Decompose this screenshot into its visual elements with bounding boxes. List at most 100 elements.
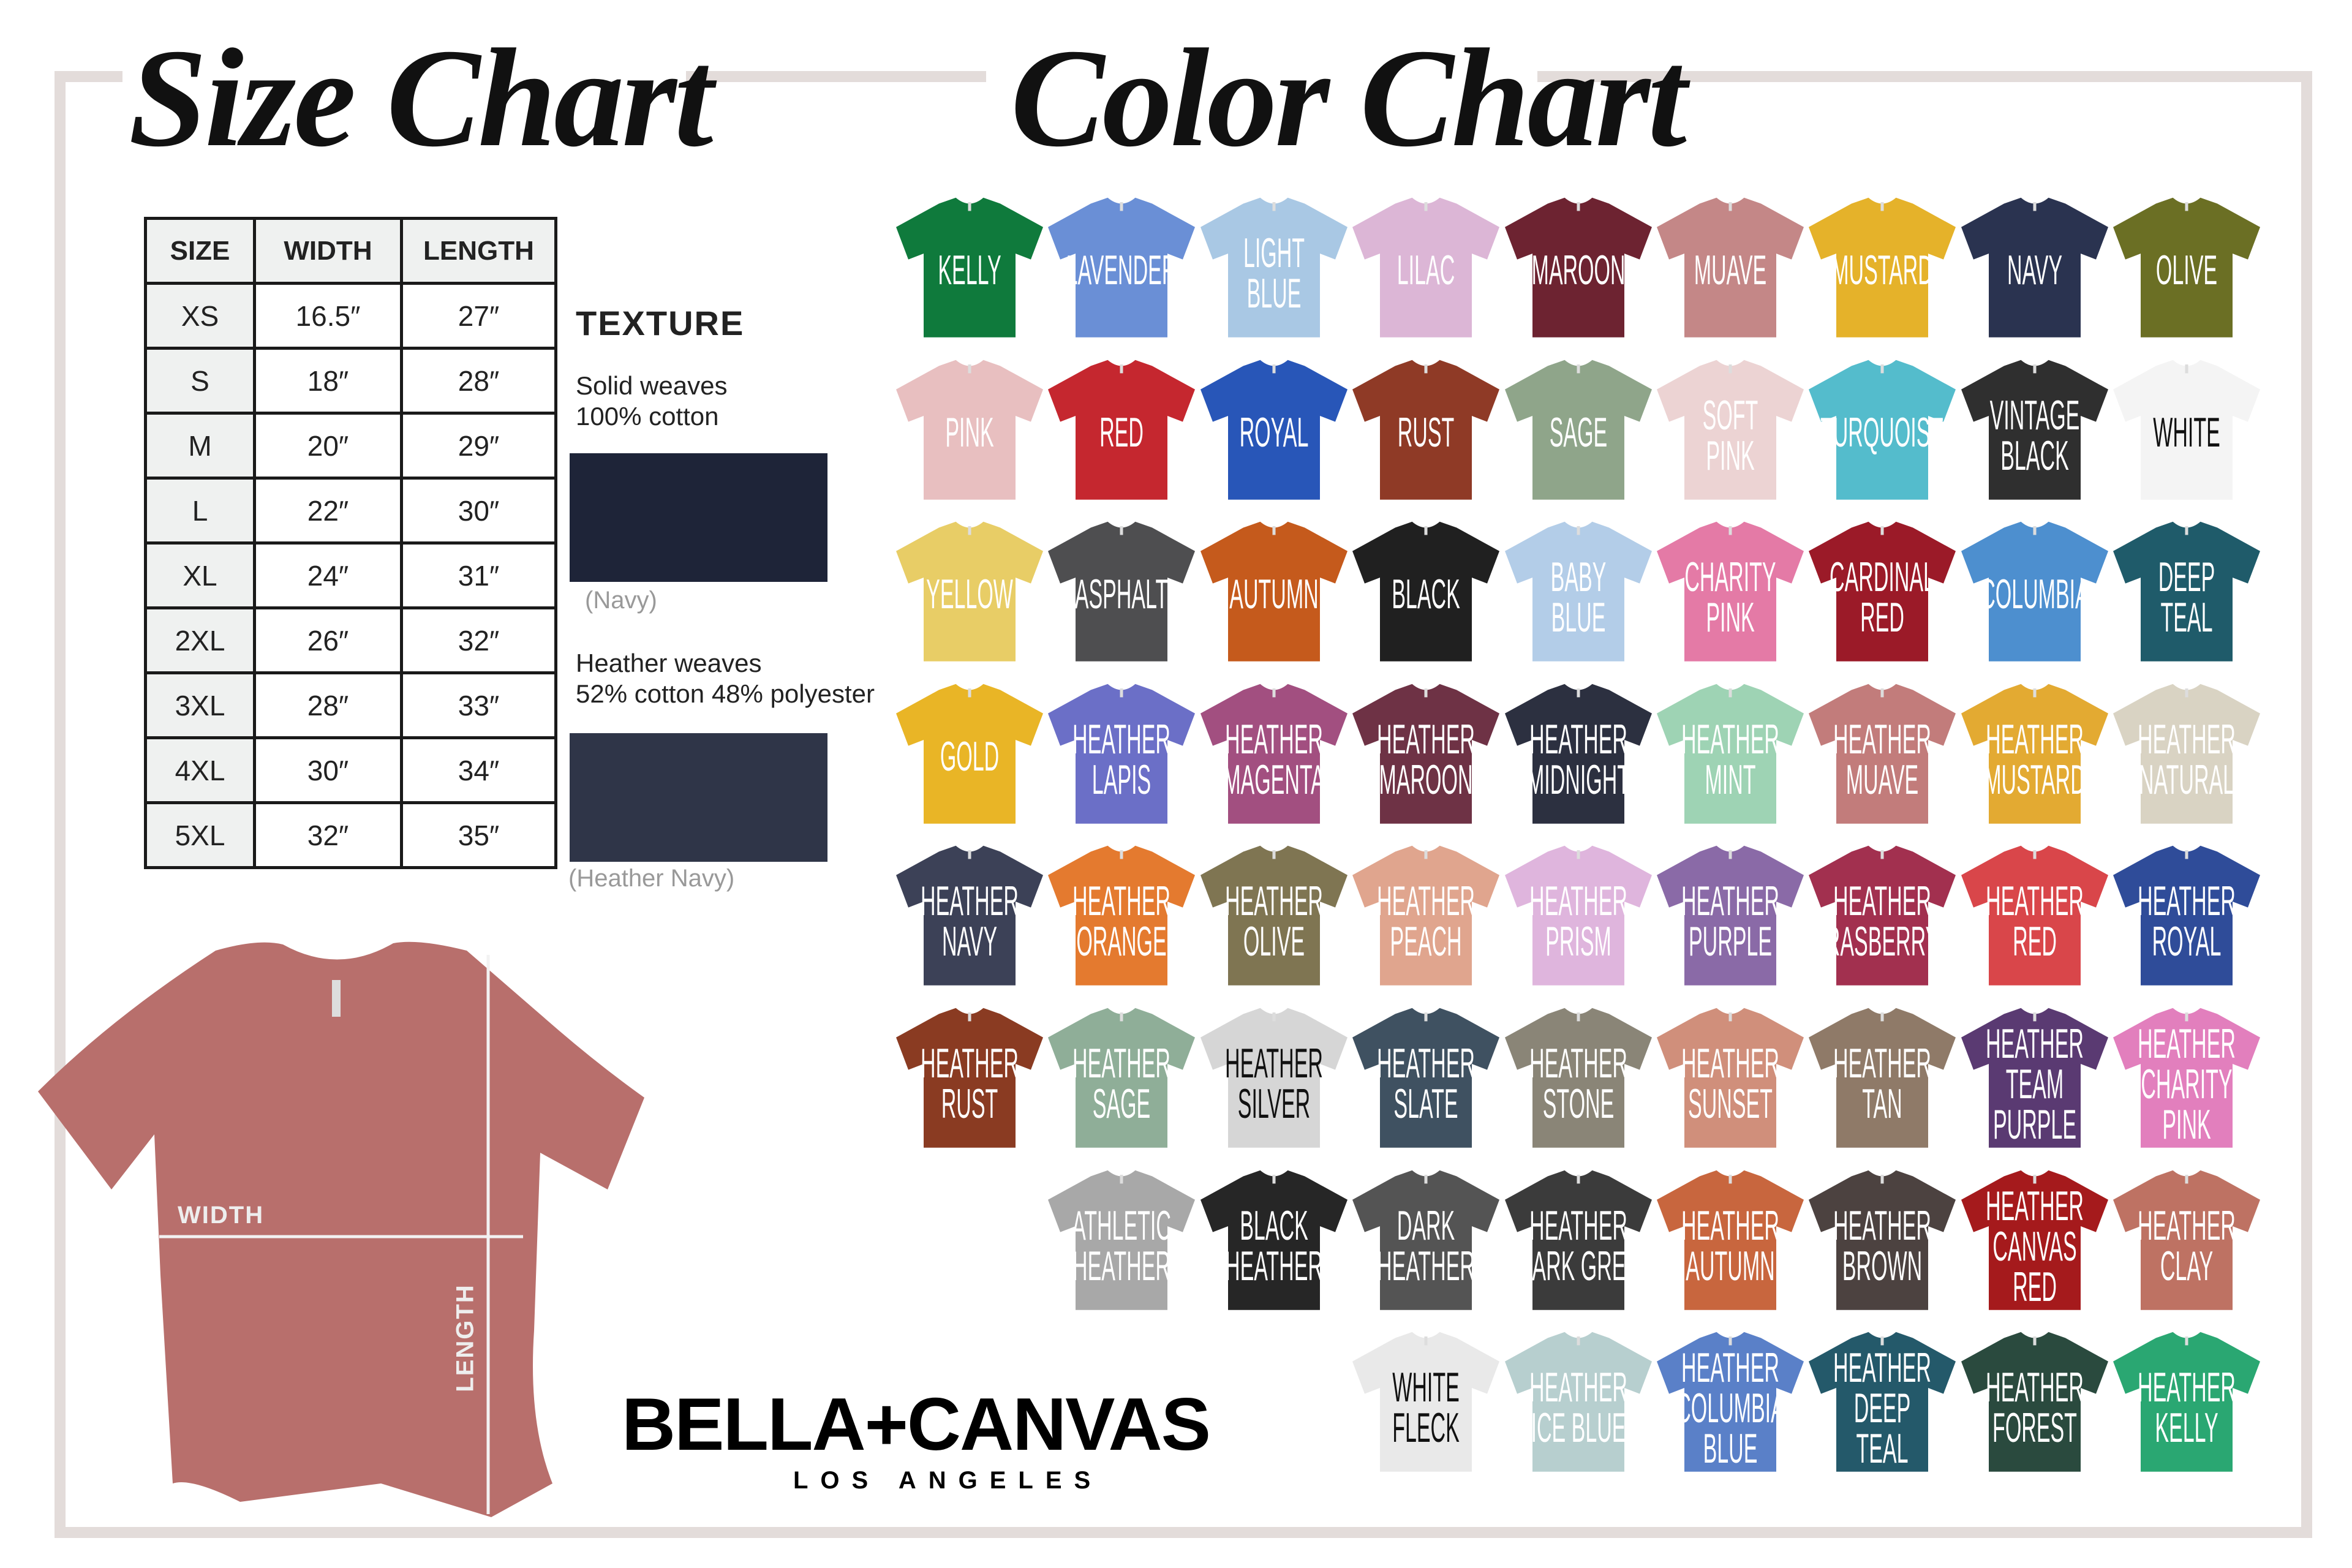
color-swatch-heather-tan: HEATHER TAN bbox=[1806, 1005, 1959, 1152]
tshirt-icon bbox=[1048, 521, 1196, 662]
tshirt-icon bbox=[896, 1008, 1043, 1148]
tshirt-icon bbox=[1504, 1008, 1652, 1148]
color-name: HEATHER SILVER bbox=[1224, 1040, 1323, 1127]
color-name: BABY BLUE bbox=[1550, 554, 1606, 641]
color-swatch-athletic-heather: ATHLETIC HEATHER bbox=[1045, 1167, 1198, 1314]
width-cell: 18″ bbox=[253, 347, 403, 415]
size-row: M 20″ 29″ bbox=[144, 412, 557, 480]
color-name: HEATHER MIDNIGHT bbox=[1526, 715, 1630, 803]
color-swatch-heather-midnight: HEATHER MIDNIGHT bbox=[1502, 681, 1655, 828]
color-swatch-black-heather: BLACK HEATHER bbox=[1197, 1167, 1351, 1314]
color-name: MUSTARD bbox=[1831, 247, 1934, 293]
color-swatch-lavender: LAVENDER bbox=[1045, 195, 1198, 342]
length-cell: 33″ bbox=[400, 671, 557, 739]
color-name: HEATHER SLATE bbox=[1377, 1040, 1476, 1127]
color-swatch-charity-pink: CHARITY PINK bbox=[1654, 519, 1807, 666]
color-swatch-heather-silver: HEATHER SILVER bbox=[1197, 1005, 1351, 1152]
tshirt-icon bbox=[1961, 1170, 2108, 1310]
color-name: SOFT PINK bbox=[1702, 391, 1758, 479]
color-name: HEATHER FOREST bbox=[1985, 1364, 2084, 1452]
color-swatch-heather-columbia-blue: HEATHER COLUMBIA BLUE bbox=[1654, 1329, 1807, 1476]
color-name: HEATHER NATURAL bbox=[2138, 715, 2236, 803]
title-gap bbox=[986, 61, 1537, 92]
color-swatch-rust: RUST bbox=[1349, 357, 1502, 504]
color-swatch-kelly: KELLY bbox=[893, 195, 1046, 342]
color-name: HEATHER RUST bbox=[921, 1040, 1019, 1127]
tshirt-icon bbox=[1352, 360, 1500, 500]
tshirt-icon bbox=[1809, 197, 1956, 337]
tshirt-icon bbox=[1809, 1332, 1956, 1472]
tshirt-icon bbox=[1504, 197, 1652, 337]
solid-line1: Solid weaves bbox=[576, 371, 728, 400]
tshirt-icon bbox=[1048, 1008, 1196, 1148]
size-cell: S bbox=[144, 347, 256, 415]
size-row: L 22″ 30″ bbox=[144, 477, 557, 545]
tshirt-icon bbox=[1504, 360, 1652, 500]
tshirt-icon bbox=[2113, 1008, 2261, 1148]
size-cell: 2XL bbox=[144, 606, 256, 674]
texture-heading: TEXTURE bbox=[576, 304, 745, 342]
color-swatch-heather-muave: HEATHER MUAVE bbox=[1806, 681, 1959, 828]
size-cell: XS bbox=[144, 282, 256, 350]
color-swatch-heather-red: HEATHER RED bbox=[1958, 843, 2111, 990]
heather-line2: 52% cotton 48% polyester bbox=[576, 679, 875, 708]
color-swatch-black: BLACK bbox=[1349, 519, 1502, 666]
color-name: HEATHER SUNSET bbox=[1681, 1040, 1779, 1127]
tshirt-icon bbox=[1504, 684, 1652, 824]
color-swatch-heather-brown: HEATHER BROWN bbox=[1806, 1167, 1959, 1314]
length-cell: 31″ bbox=[400, 541, 557, 609]
color-name: GOLD bbox=[940, 733, 1000, 780]
tshirt-icon bbox=[1657, 1008, 1804, 1148]
color-name: HEATHER MUSTARD bbox=[1984, 715, 2086, 803]
size-cell: 5XL bbox=[144, 801, 256, 869]
color-name: BLACK HEATHER bbox=[1224, 1202, 1323, 1289]
color-name: SAGE bbox=[1549, 409, 1607, 456]
color-swatch-muave: MUAVE bbox=[1654, 195, 1807, 342]
size-table: SIZE WIDTH LENGTH XS 16.5″ 27″ S 18″ 28″ M 20″ 2… bbox=[144, 217, 557, 869]
tshirt-icon bbox=[1504, 1332, 1652, 1472]
color-swatch-navy: NAVY bbox=[1958, 195, 2111, 342]
measurement-shirt-illustration: WIDTH LENGTH bbox=[38, 932, 644, 1517]
tshirt-icon bbox=[1352, 521, 1500, 662]
solid-caption: (Navy) bbox=[585, 587, 657, 614]
solid-texture-swatch bbox=[570, 453, 827, 582]
color-swatch-sage: SAGE bbox=[1502, 357, 1655, 504]
color-swatch-royal: ROYAL bbox=[1197, 357, 1351, 504]
size-cell: XL bbox=[144, 541, 256, 609]
color-swatch-heather-magenta: HEATHER MAGENTA bbox=[1197, 681, 1351, 828]
length-cell: 27″ bbox=[400, 282, 557, 350]
tshirt-icon bbox=[2113, 684, 2261, 824]
size-row: S 18″ 28″ bbox=[144, 347, 557, 415]
size-cell: L bbox=[144, 477, 256, 545]
color-name: NAVY bbox=[2007, 247, 2062, 293]
width-cell: 26″ bbox=[253, 606, 403, 674]
tshirt-icon bbox=[1961, 521, 2108, 662]
size-cell: 3XL bbox=[144, 671, 256, 739]
color-swatch-heather-sage: HEATHER SAGE bbox=[1045, 1005, 1198, 1152]
color-name: HEATHER CHARITY PINK bbox=[2138, 1020, 2236, 1148]
color-swatch-heather-olive: HEATHER OLIVE bbox=[1197, 843, 1351, 990]
tshirt-icon bbox=[1657, 846, 1804, 986]
tshirt-icon bbox=[1657, 1332, 1804, 1472]
color-name: YELLOW bbox=[926, 571, 1013, 618]
color-name: WHITE FLECK bbox=[1392, 1364, 1460, 1452]
color-swatch-heather-orange: HEATHER ORANGE bbox=[1045, 843, 1198, 990]
color-swatch-mustard: MUSTARD bbox=[1806, 195, 1959, 342]
color-name: HEATHER ICE BLUE bbox=[1529, 1364, 1627, 1452]
color-name: HEATHER TAN bbox=[1833, 1040, 1932, 1127]
color-swatch-heather-slate: HEATHER SLATE bbox=[1349, 1005, 1502, 1152]
color-swatch-autumn: AUTUMN bbox=[1197, 519, 1351, 666]
heather-line1: Heather weaves bbox=[576, 649, 762, 677]
tshirt-icon bbox=[1657, 360, 1804, 500]
color-name: RUST bbox=[1397, 409, 1455, 456]
size-chart-title: Size Chart bbox=[129, 20, 714, 176]
color-swatch-heather-dark-grey: HEATHER DARK GREY bbox=[1502, 1167, 1655, 1314]
tshirt-icon bbox=[1809, 1008, 1956, 1148]
color-name: HEATHER MINT bbox=[1681, 715, 1779, 803]
color-name: HEATHER RASBERRY bbox=[1825, 878, 1940, 965]
color-name: HEATHER DEEP TEAL bbox=[1833, 1344, 1932, 1472]
tshirt-icon bbox=[1504, 846, 1652, 986]
color-swatch-lilac: LILAC bbox=[1349, 195, 1502, 342]
tshirt-icon bbox=[38, 941, 644, 1517]
color-swatch-heather-lapis: HEATHER LAPIS bbox=[1045, 681, 1198, 828]
